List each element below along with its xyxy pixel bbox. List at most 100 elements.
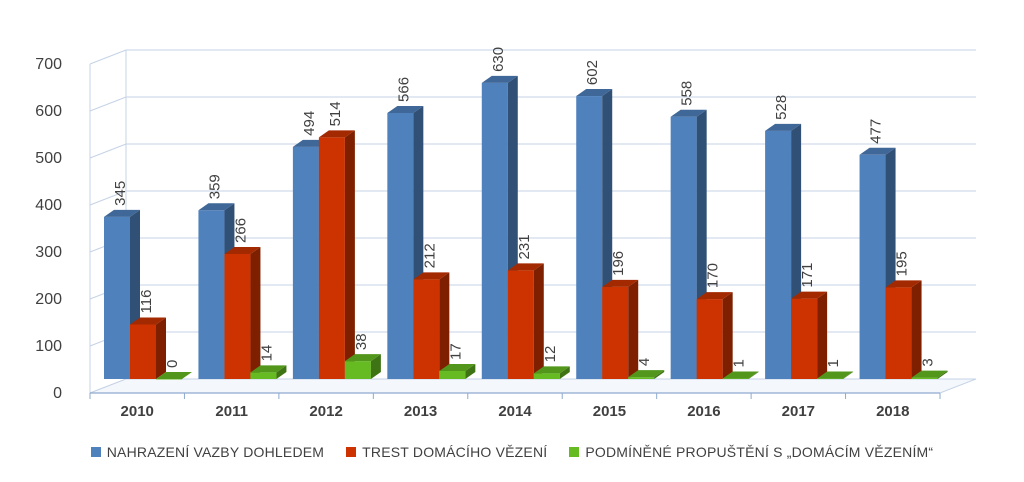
- bar-front: [859, 154, 886, 379]
- bar-side: [937, 370, 948, 379]
- bar-front: [130, 324, 156, 379]
- bar-front: [602, 286, 629, 379]
- data-label: 171: [799, 263, 816, 288]
- bar-front: [670, 116, 697, 380]
- bar: [413, 272, 450, 379]
- bar-side: [748, 371, 759, 379]
- y-tick-label: 300: [35, 244, 62, 261]
- bar: [318, 130, 355, 379]
- bar-front: [722, 378, 749, 380]
- data-label: 116: [138, 290, 155, 314]
- depth-line: [89, 96, 127, 112]
- bars-layer: [104, 75, 948, 380]
- bar-top: [602, 279, 639, 287]
- bar-side: [370, 354, 381, 379]
- x-tick-label: 2014: [498, 403, 532, 420]
- data-label: 38: [353, 333, 370, 350]
- bar-front: [533, 373, 560, 379]
- bar-top: [911, 370, 948, 378]
- bar-side: [533, 263, 544, 379]
- bar-side: [817, 291, 828, 379]
- bar-side: [439, 272, 450, 379]
- bar-top: [198, 203, 235, 211]
- bar-top: [318, 130, 355, 138]
- bar-front: [224, 253, 251, 379]
- y-tick-label: 200: [35, 291, 62, 308]
- bar-top: [130, 317, 166, 325]
- bar-top: [387, 105, 424, 113]
- x-tick-label: 2011: [215, 403, 248, 420]
- bar-side: [911, 280, 922, 379]
- bar-front: [576, 96, 603, 379]
- data-label: 477: [868, 119, 885, 144]
- bar-front: [911, 377, 938, 379]
- data-label: 514: [327, 101, 344, 126]
- bar-side: [628, 279, 639, 379]
- bar-top: [791, 291, 828, 299]
- bar-front: [696, 299, 723, 379]
- bar-side: [722, 292, 733, 379]
- y-tick-label: 100: [35, 338, 62, 355]
- depth-line: [89, 190, 127, 206]
- grid-layer: [89, 49, 977, 394]
- x-tick-label: 2016: [687, 403, 720, 420]
- legend-item-series-0: NAHRAZENÍ VAZBY DOHLEDEM: [90, 444, 325, 460]
- x-tick-label: 2017: [782, 403, 815, 420]
- bar-side: [654, 370, 665, 379]
- x-tick-label: 2018: [876, 403, 909, 420]
- y-tick-label: 400: [35, 197, 62, 214]
- bar: [507, 263, 544, 379]
- bar-side: [465, 364, 476, 379]
- legend-label-series-0: NAHRAZENÍ VAZBY DOHLEDEM: [106, 444, 325, 460]
- bar-top: [250, 365, 287, 373]
- data-label: 17: [447, 343, 464, 360]
- bar-top: [628, 370, 665, 378]
- legend-swatch-series-0: [90, 447, 101, 457]
- bar-top: [817, 371, 854, 379]
- bar-front: [413, 279, 440, 379]
- bar-front: [250, 372, 277, 379]
- bar-top: [722, 371, 759, 379]
- bar: [156, 372, 192, 380]
- bar: [911, 370, 948, 379]
- y-tick-label: 600: [35, 103, 62, 120]
- bar-top: [859, 147, 896, 155]
- bar-side: [276, 365, 287, 379]
- x-tick-label: 2015: [593, 403, 626, 420]
- bar-front: [198, 210, 225, 379]
- data-label: 4: [636, 358, 653, 366]
- bar-front: [791, 298, 818, 379]
- bar-front: [507, 270, 534, 379]
- data-label: 196: [610, 251, 627, 276]
- y-tick-label: 0: [53, 385, 62, 402]
- bar-side: [843, 371, 854, 379]
- data-label: 170: [705, 263, 722, 288]
- data-label: 630: [490, 47, 507, 72]
- bar: [817, 371, 854, 380]
- bar-front: [104, 216, 130, 379]
- x-tick-label: 2013: [404, 403, 437, 420]
- data-label: 345: [112, 181, 129, 206]
- bar: [602, 279, 639, 379]
- legend-item-series-2: PODMÍNĚNÉ PROPUŠTĚNÍ S „DOMÁCÍM VĚZENÍM“: [569, 444, 933, 460]
- data-label: 266: [232, 218, 249, 243]
- bar-side: [559, 366, 570, 379]
- bar-top: [507, 263, 544, 271]
- axis-layer: 0 100 200 300 400 500 600 700 2010 2011 2012 2013 20…: [35, 50, 941, 420]
- bar-front: [885, 287, 912, 379]
- bar: [791, 291, 828, 379]
- data-label: 602: [584, 60, 601, 85]
- bar-side: [344, 130, 355, 379]
- data-label: 558: [679, 81, 696, 106]
- bar-side: [156, 317, 166, 379]
- data-label: 494: [301, 111, 318, 136]
- data-label: 14: [258, 345, 275, 362]
- bar-front: [765, 130, 792, 379]
- bar-front: [481, 82, 508, 380]
- bar-front: [387, 112, 414, 379]
- bar-front: [292, 146, 319, 379]
- legend-item-series-1: TREST DOMÁCÍHO VĚZENÍ: [346, 444, 547, 460]
